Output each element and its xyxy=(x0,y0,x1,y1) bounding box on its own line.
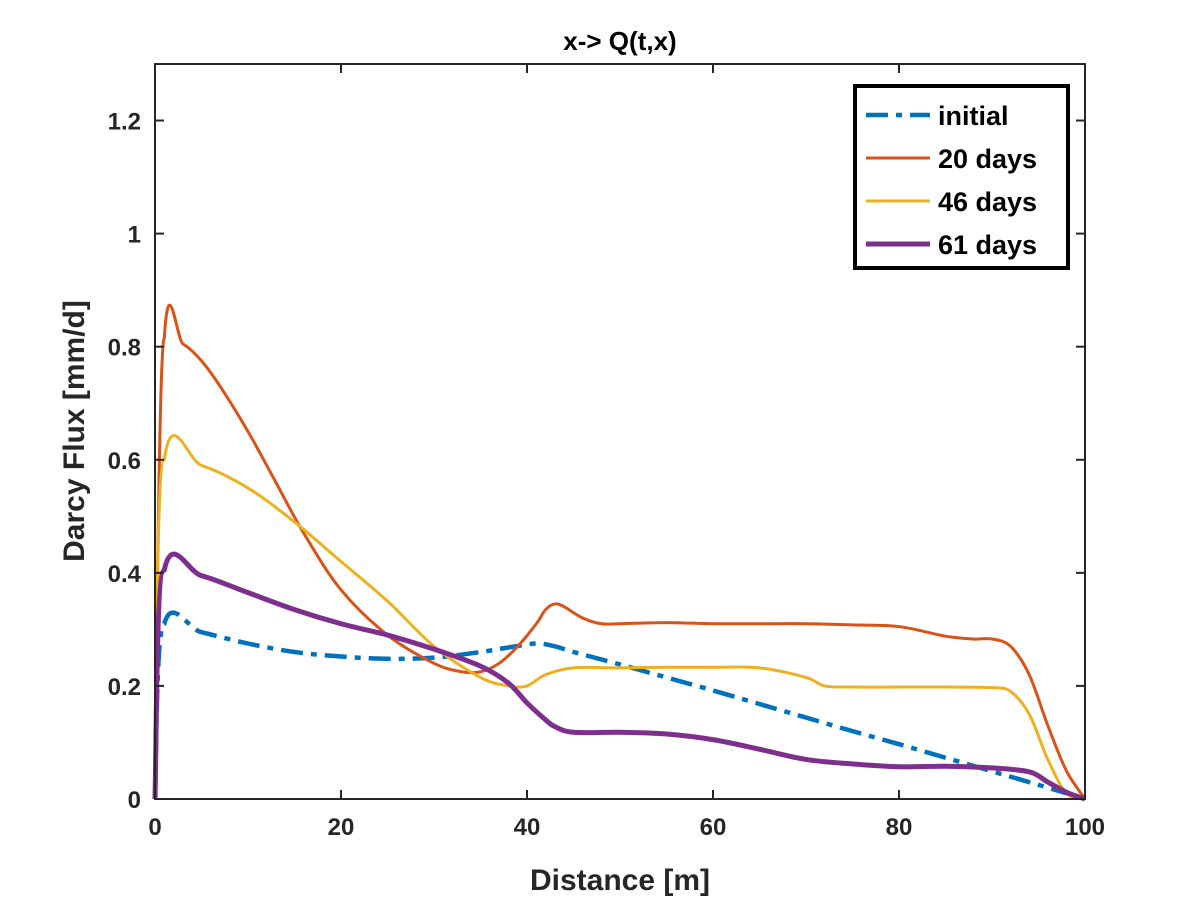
series-line-1 xyxy=(153,303,1087,800)
x-tick-label: 0 xyxy=(148,814,161,841)
series-layer xyxy=(152,303,1087,802)
legend-label-1: 20 days xyxy=(938,144,1037,174)
y-tick-label: 0 xyxy=(128,787,141,814)
x-tick-label: 100 xyxy=(1065,814,1105,841)
chart-title: x-> Q(t,x) xyxy=(563,26,676,56)
axes-box xyxy=(154,63,1086,800)
ticks-layer: 0 20 40 60 80 100 0 0.2 0.4 0.6 0.8 1 1.2 xyxy=(108,64,1105,841)
x-tick-label: 20 xyxy=(328,814,355,841)
series-line-0 xyxy=(152,610,1086,802)
x-tick-label: 80 xyxy=(886,814,913,841)
series-line-2 xyxy=(153,433,1086,801)
legend-label-3: 61 days xyxy=(938,230,1037,260)
y-tick-label: 0.4 xyxy=(108,561,142,588)
legend-box xyxy=(853,84,1070,270)
y-tick-label: 1.2 xyxy=(108,109,141,136)
x-axis-title: Distance [m] xyxy=(530,864,710,897)
y-tick-label: 0.8 xyxy=(108,335,141,362)
y-axis-title: Darcy Flux [mm/d] xyxy=(58,300,91,562)
series-line-3 xyxy=(152,551,1086,802)
x-tick-label: 60 xyxy=(700,814,727,841)
y-tick-label: 1 xyxy=(128,222,141,249)
legend-label-0: initial xyxy=(938,101,1009,131)
y-tick-label: 0.6 xyxy=(108,448,141,475)
axes-layer xyxy=(154,63,1086,800)
x-tick-label: 40 xyxy=(514,814,541,841)
legend: initial 20 days 46 days 61 days xyxy=(853,84,1070,270)
y-tick-label: 0.2 xyxy=(108,674,141,701)
legend-label-2: 46 days xyxy=(938,187,1037,217)
